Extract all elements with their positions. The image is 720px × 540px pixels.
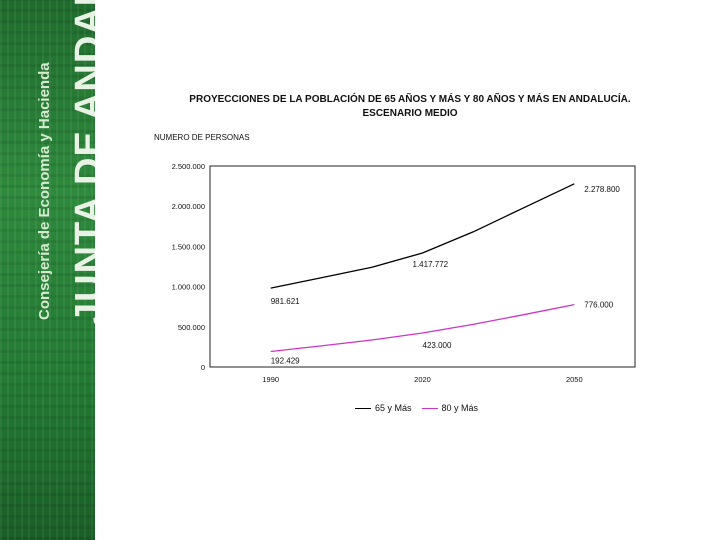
legend-item: 65 y Más (355, 403, 412, 413)
data-label: 776.000 (584, 301, 613, 310)
series-line-0 (270, 183, 575, 289)
data-label: 2.278.800 (584, 185, 620, 194)
x-tick-label: 1990 (262, 375, 279, 384)
data-label: 1.417.772 (413, 260, 449, 269)
data-label: 981.621 (271, 297, 300, 306)
data-label: 192.429 (271, 357, 300, 366)
y-tick-label: 2.000.000 (172, 202, 205, 211)
y-axis-label: NUMERO DE PERSONAS (154, 133, 250, 142)
legend-label: 80 y Más (441, 403, 479, 413)
chart-legend: 65 y Más 80 y Más (355, 403, 478, 413)
side-banner: Consejería de Economía y Hacienda JUNTA … (0, 0, 95, 540)
chart-subtitle: ESCENARIO MEDIO (362, 108, 458, 119)
y-tick-label: 1.000.000 (172, 283, 205, 292)
legend-label: 65 y Más (375, 403, 412, 413)
legend-item: 80 y Más (421, 403, 479, 413)
y-tick-label: 1.500.000 (172, 242, 205, 251)
x-tick-label: 2020 (414, 375, 431, 384)
chart-title-block: PROYECCIONES DE LA POBLACIÓN DE 65 AÑOS … (150, 93, 670, 121)
banner-organization: JUNTA DE ANDALUCIA (68, 0, 95, 324)
series-line-1 (270, 303, 575, 353)
legend-swatch (355, 407, 371, 409)
y-tick-label: 500.000 (178, 323, 205, 332)
data-label: 423.000 (423, 341, 452, 350)
y-tick-label: 0 (201, 363, 205, 372)
y-tick-label: 2.500.000 (172, 162, 205, 171)
plot-frame (209, 165, 636, 368)
banner-department: Consejería de Economía y Hacienda (36, 62, 53, 320)
x-tick-label: 2050 (566, 375, 583, 384)
chart-title: PROYECCIONES DE LA POBLACIÓN DE 65 AÑOS … (189, 94, 631, 105)
line-chart: 0 500.000 1.000.000 1.500.000 2.000.000 2.500… (172, 162, 636, 384)
banner-texture (0, 0, 95, 540)
legend-swatch (421, 407, 438, 409)
